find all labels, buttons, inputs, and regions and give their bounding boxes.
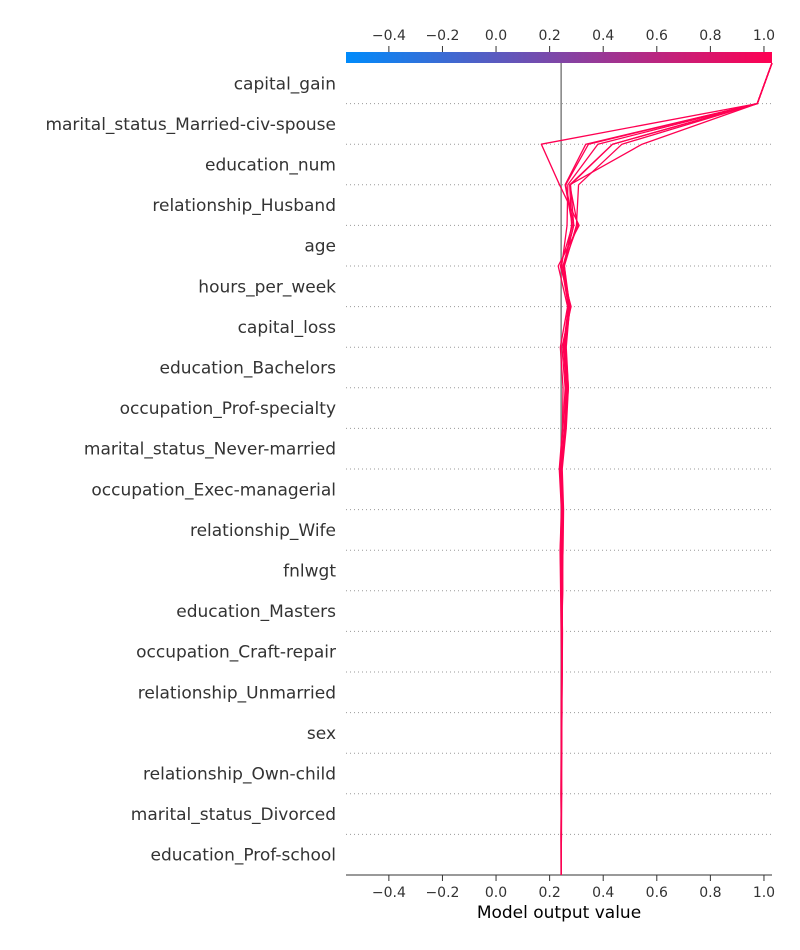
feature-label: relationship_Own-child xyxy=(143,765,336,785)
x-tick-label-top: 0.4 xyxy=(592,28,614,44)
x-tick-label-bottom: 0.4 xyxy=(592,885,614,901)
x-tick-label-bottom: −0.4 xyxy=(372,885,406,901)
feature-label: relationship_Wife xyxy=(190,521,336,541)
x-tick-label-bottom: 1.0 xyxy=(753,885,775,901)
x-tick-label-top: 0.0 xyxy=(485,28,507,44)
feature-label: occupation_Prof-specialty xyxy=(120,399,336,419)
x-tick-label-bottom: 0.0 xyxy=(485,885,507,901)
feature-label: marital_status_Never-married xyxy=(84,440,336,460)
x-axis-label: Model output value xyxy=(477,903,641,923)
axes-layer: −0.4 −0.4 −0.2 −0.2 0.0 0.0 0.2 0.2 0.4 0.4 0.6 0.6… xyxy=(346,28,775,901)
feature-label: marital_status_Divorced xyxy=(131,805,336,825)
feature-label: fnlwgt xyxy=(283,562,336,582)
x-tick-label-bottom: −0.2 xyxy=(425,885,459,901)
feature-label: occupation_Exec-managerial xyxy=(91,480,336,500)
feature-label: marital_status_Married-civ-spouse xyxy=(45,115,336,135)
x-tick-label-top: 0.2 xyxy=(538,28,560,44)
feature-label: education_Prof-school xyxy=(150,846,336,866)
x-tick-label-bottom: 0.6 xyxy=(646,885,668,901)
colorbar xyxy=(346,52,772,63)
feature-label: capital_loss xyxy=(238,318,337,338)
feature-label: hours_per_week xyxy=(198,277,336,297)
feature-label: education_num xyxy=(205,156,336,176)
decision-line xyxy=(560,62,773,875)
feature-label: age xyxy=(304,237,336,257)
x-tick-label-top: −0.4 xyxy=(372,28,406,44)
x-tick-label-top: −0.2 xyxy=(425,28,459,44)
feature-label: education_Masters xyxy=(176,602,336,622)
labels-layer: capital_gain marital_status_Married-civ-s… xyxy=(45,74,336,865)
feature-label: education_Bachelors xyxy=(160,359,337,379)
x-tick-label-top: 1.0 xyxy=(753,28,775,44)
lines-layer xyxy=(540,62,773,876)
feature-label: relationship_Husband xyxy=(152,196,336,216)
feature-label: occupation_Craft-repair xyxy=(136,643,336,663)
x-tick-label-bottom: 0.8 xyxy=(699,885,721,901)
feature-label: relationship_Unmarried xyxy=(138,683,336,703)
decision-line xyxy=(540,62,773,875)
x-tick-label-bottom: 0.2 xyxy=(538,885,560,901)
x-tick-label-top: 0.6 xyxy=(646,28,668,44)
x-tick-label-top: 0.8 xyxy=(699,28,721,44)
feature-label: sex xyxy=(307,724,336,744)
feature-label: capital_gain xyxy=(234,74,336,94)
decision-line xyxy=(559,62,773,876)
